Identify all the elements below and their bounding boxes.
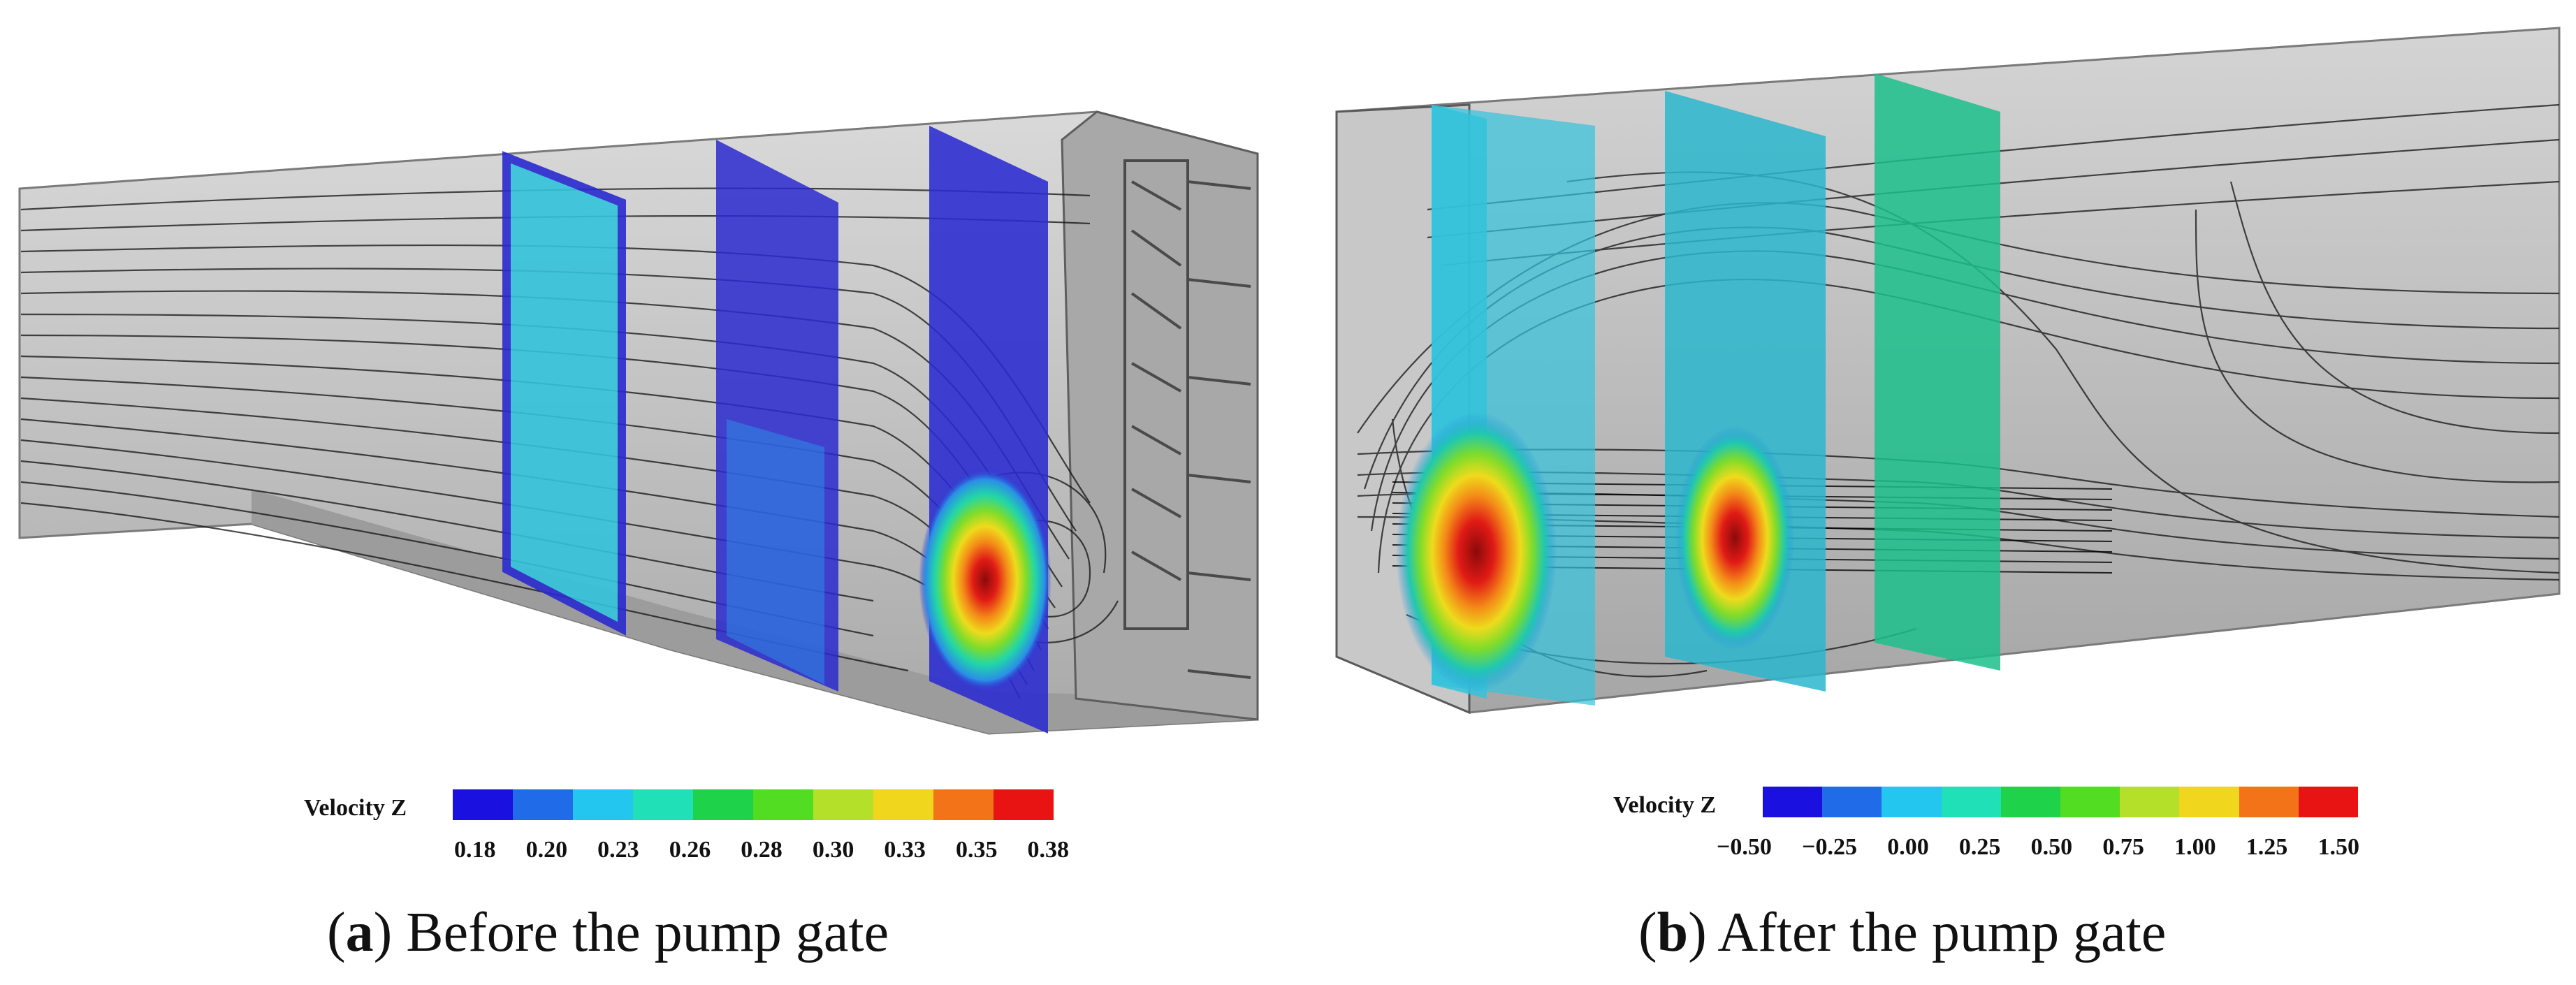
color-swatch [994, 789, 1054, 820]
color-swatch [1763, 787, 1823, 817]
tick-labels-a: 0.18 0.20 0.23 0.26 0.28 0.30 0.33 0.35 … [454, 837, 1069, 863]
color-swatch [1882, 787, 1942, 817]
tick-label: 1.00 [2174, 834, 2216, 860]
tick-label: −0.50 [1717, 834, 1772, 860]
caption-text-b: After the pump gate [1717, 902, 2167, 963]
tick-label: 0.23 [597, 837, 639, 863]
tick-label: 0.25 [1958, 834, 2001, 860]
tick-label: 1.25 [2246, 834, 2288, 860]
tick-label: 0.18 [454, 837, 496, 863]
velocity-hotspot-b2 [1675, 426, 1794, 650]
section-plane-b3 [1875, 73, 2000, 671]
tick-label: 0.50 [2030, 834, 2073, 860]
tick-label: 0.00 [1887, 834, 1929, 860]
color-swatch [1941, 787, 2001, 817]
tick-label: 0.35 [955, 837, 998, 863]
pump-block [1061, 110, 1259, 721]
caption-letter-b: b [1657, 902, 1689, 963]
color-swatch [633, 789, 693, 820]
caption-a: (a) Before the pump gate [327, 902, 889, 963]
color-swatch [2179, 787, 2239, 817]
panel-a-visualization [0, 0, 1288, 789]
legend-title-a: Velocity Z [304, 795, 407, 821]
color-swatch [2239, 787, 2299, 817]
velocity-hotspot-a [919, 468, 1051, 692]
panel-b-visualization [1288, 0, 2576, 789]
tick-label: −0.25 [1802, 834, 1857, 860]
legend-title-b: Velocity Z [1613, 792, 1717, 818]
color-swatch [813, 789, 873, 820]
tick-label: 0.38 [1027, 837, 1070, 863]
color-swatch [2120, 787, 2180, 817]
tick-label: 0.30 [812, 837, 854, 863]
pump-structure [1123, 159, 1251, 679]
tick-label: 0.28 [741, 837, 783, 863]
color-scale-b [1763, 787, 2359, 817]
caption-letter-a: a [345, 902, 374, 963]
caption-b: (b) After the pump gate [1638, 902, 2167, 963]
section-plane-2-inner [727, 419, 824, 685]
tick-label: 1.50 [2317, 834, 2360, 860]
color-swatch [1822, 787, 1882, 817]
color-scale-a [453, 789, 1054, 820]
tick-label: 0.20 [525, 837, 568, 863]
color-swatch [453, 789, 513, 820]
panel-a-svg [18, 110, 1259, 735]
color-swatch [513, 789, 573, 820]
section-plane-1 [502, 151, 626, 636]
color-swatch [933, 789, 994, 820]
velocity-hotspot-b1 [1396, 412, 1557, 692]
color-swatch [2298, 787, 2359, 817]
tick-labels-b: −0.50 −0.25 0.00 0.25 0.50 0.75 1.00 1.2… [1717, 834, 2359, 861]
color-swatch [2000, 787, 2061, 817]
color-swatch [573, 789, 633, 820]
legend-b: Velocity Z −0.50 −0.25 0.00 0.25 0.50 0.… [1288, 782, 2576, 894]
legend-a: Velocity Z 0.18 0.20 0.23 0.26 0.28 0.30… [0, 782, 1288, 894]
tick-label: 0.75 [2102, 834, 2144, 860]
color-swatch [753, 789, 813, 820]
caption-text-a: Before the pump gate [406, 902, 889, 963]
panel-b-svg [1335, 27, 2561, 715]
tick-label: 0.33 [884, 837, 926, 863]
color-swatch [873, 789, 933, 820]
color-swatch [693, 789, 753, 820]
channel-floor [252, 489, 1258, 734]
color-swatch [2060, 787, 2120, 817]
tick-label: 0.26 [669, 837, 711, 863]
